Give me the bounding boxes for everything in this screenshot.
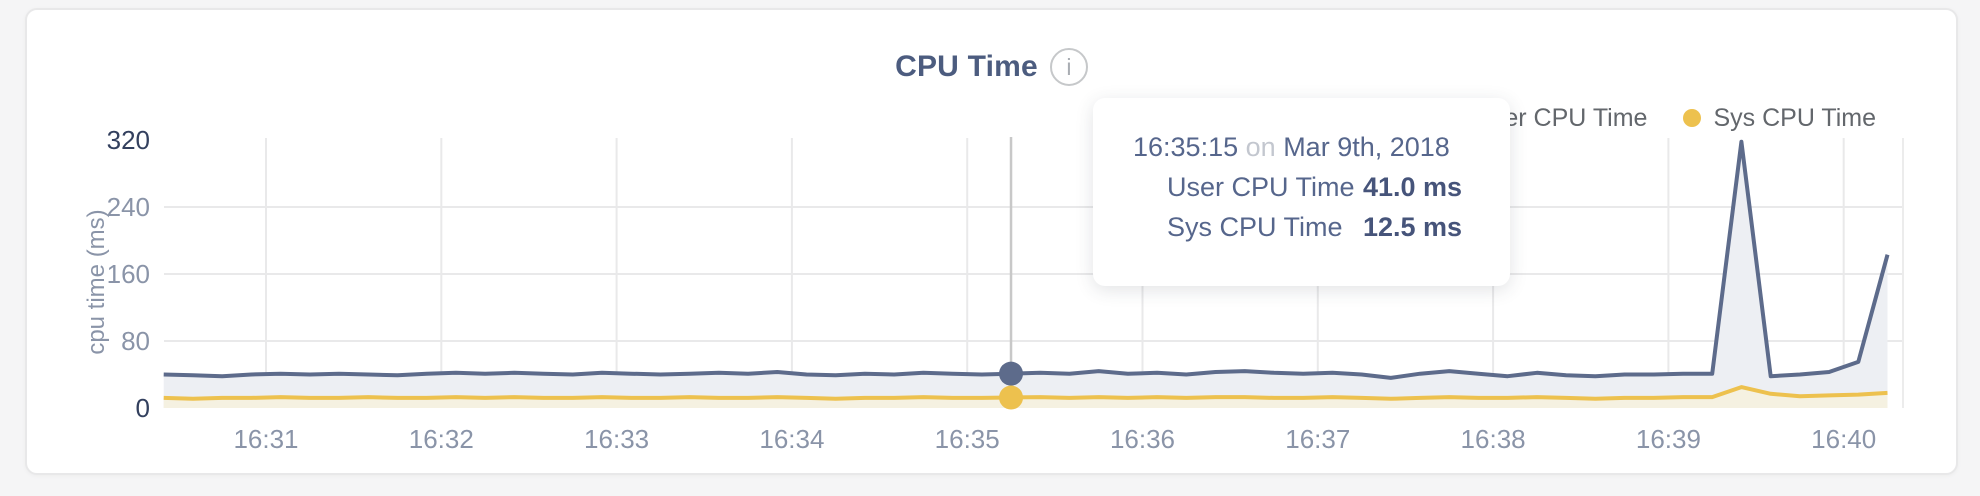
legend-item-sys-cpu-time[interactable]: Sys CPU Time [1683,104,1876,133]
x-tick-label: 16:34 [759,424,824,454]
series-line-0 [163,139,1890,380]
tooltip-row-sys: Sys CPU Time 12.5 ms [1133,211,1510,244]
tooltip-time: 16:35:15 [1133,132,1239,162]
x-tick-label: 16:35 [935,424,1000,454]
x-tick-label: 16:37 [1285,424,1350,454]
hover-marker-user [999,361,1024,386]
info-icon[interactable]: i [1049,48,1088,86]
tooltip-series-sys: Sys CPU Time [1167,212,1343,242]
x-tick-label: 16:36 [1110,424,1175,454]
tooltip-series-user: User CPU Time [1167,172,1355,202]
tooltip-connector: on [1245,132,1276,162]
tooltip: 16:35:15 on Mar 9th, 2018 User CPU Time … [1093,98,1510,286]
y-tick-label: 0 [136,393,150,423]
y-tick-label: 240 [107,192,150,222]
tooltip-timestamp: 16:35:15 on Mar 9th, 2018 [1133,130,1510,164]
x-tick-label: 16:31 [233,424,298,454]
series-area-0 [163,141,1888,408]
chart-header: CPU Time i [27,48,1956,86]
y-tick-label: 320 [107,125,150,155]
legend-dot-sys-icon [1683,109,1702,127]
tooltip-value-user: 41.0 ms [1363,172,1463,202]
hover-marker-sys [999,385,1024,410]
x-tick-label: 16:32 [409,424,474,454]
chart-title: CPU Time [895,50,1038,83]
y-tick-label: 160 [107,259,150,289]
x-tick-label: 16:40 [1811,424,1876,454]
y-tick-label: 80 [121,326,150,356]
tooltip-value-sys: 12.5 ms [1363,212,1463,242]
tooltip-date: Mar 9th, 2018 [1283,132,1450,162]
legend-label-sys: Sys CPU Time [1713,103,1876,132]
series-line-1 [163,385,1888,401]
x-tick-label: 16:33 [584,424,649,454]
tooltip-row-user: User CPU Time 41.0 ms [1133,171,1510,204]
x-tick-label: 16:38 [1461,424,1526,454]
x-tick-label: 16:39 [1636,424,1701,454]
